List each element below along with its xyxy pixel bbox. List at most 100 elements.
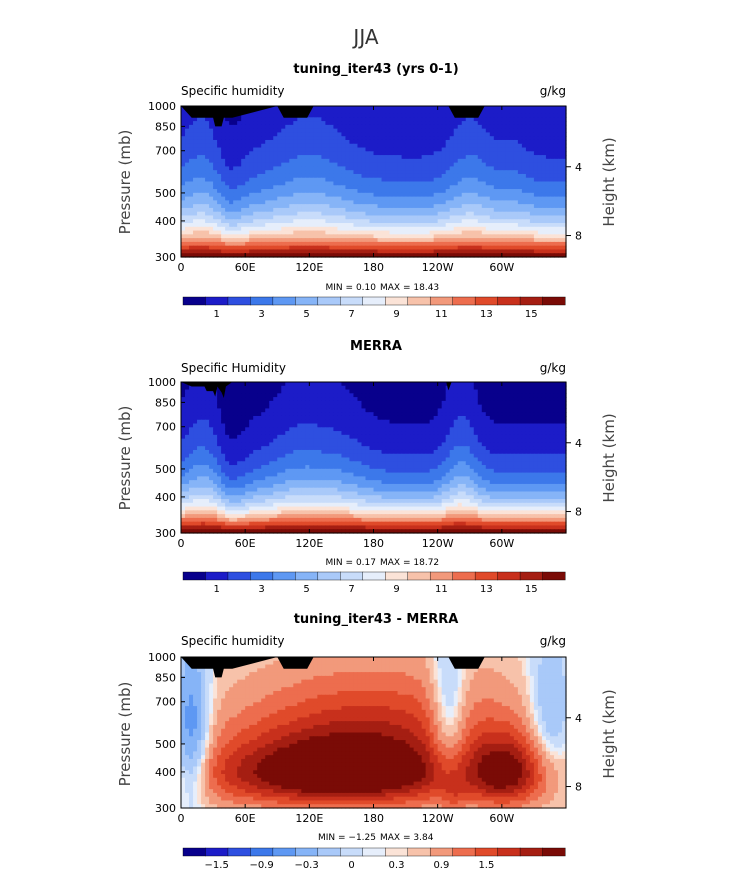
field-cell [373,226,379,232]
field-cell [281,132,286,137]
field-cell [337,185,343,190]
field-cell [469,397,475,402]
field-cell [441,419,447,425]
field-cell [397,155,403,160]
field-cell [505,241,511,247]
field-cell [533,241,539,247]
field-cell [393,215,399,220]
field-cell [189,419,194,425]
field-cell [293,192,298,198]
field-cell [549,408,555,413]
field-cell [529,177,535,183]
field-cell [325,158,330,164]
field-cell [445,230,451,235]
field-cell [277,226,282,232]
field-cell [349,139,355,145]
field-cell [289,389,294,394]
field-cell [265,155,270,160]
field-cell [341,136,347,141]
field-cell [329,389,334,394]
field-cell [389,215,395,220]
field-cell [393,189,399,194]
field-cell [229,408,234,413]
field-cell [505,192,511,198]
field-cell [473,397,479,402]
field-cell [469,121,475,126]
field-cell [257,423,262,428]
field-cell [381,382,387,387]
field-cell [329,412,334,417]
field-cell [341,419,347,425]
field-cell [181,109,186,115]
field-cell [317,234,322,239]
field-cell [557,147,563,152]
field-cell [445,207,451,213]
field-cell [549,241,555,247]
field-cell [181,223,186,228]
field-cell [465,404,471,410]
field-cell [481,230,487,235]
field-cell [425,215,431,220]
field-cell [301,132,306,137]
field-cell [337,136,343,141]
field-cell [549,124,555,130]
field-cell [481,106,487,111]
field-cell [189,177,194,183]
field-cell [441,223,447,228]
field-cell [397,219,403,224]
field-cell [265,136,270,141]
field-cell [417,139,423,145]
field-cell [257,185,262,190]
field-cell [493,211,499,217]
field-cell [445,143,451,149]
field-cell [381,109,387,115]
field-cell [193,245,198,251]
field-cell [549,204,555,209]
field-cell [305,404,310,410]
field-cell [377,415,383,421]
field-cell [357,147,363,152]
field-cell [505,136,511,141]
field-cell [549,139,555,145]
field-cell [321,226,326,232]
x-tick-label: 60W [489,261,514,274]
field-cell [481,223,487,228]
field-cell [377,170,383,175]
field-cell [521,207,527,213]
field-cell [305,249,310,254]
field-cell [181,219,186,224]
field-cell [277,132,282,137]
field-cell [365,136,371,141]
field-cell [269,204,274,209]
field-cell [313,177,318,183]
field-cell [449,200,455,205]
field-cell [485,109,491,115]
field-cell [369,234,375,239]
field-cell [441,166,447,171]
field-cell [301,189,306,194]
field-cell [553,419,559,425]
field-cell [421,382,427,387]
field-cell [245,189,250,194]
field-cell [373,147,379,152]
field-cell [301,230,306,235]
field-cell [469,230,475,235]
field-cell [549,393,555,398]
field-cell [241,234,246,239]
field-cell [397,223,403,228]
field-cell [185,419,190,425]
field-cell [477,234,483,239]
field-cell [361,245,367,251]
field-cell [329,147,334,152]
field-cell [417,404,423,410]
field-cell [373,196,379,201]
field-cell [185,181,190,186]
field-cell [325,219,330,224]
field-cell [361,226,367,232]
field-cell [441,113,447,118]
field-cell [253,389,258,394]
field-cell [381,207,387,213]
field-cell [409,408,415,413]
field-cell [413,155,419,160]
field-cell [261,177,266,183]
